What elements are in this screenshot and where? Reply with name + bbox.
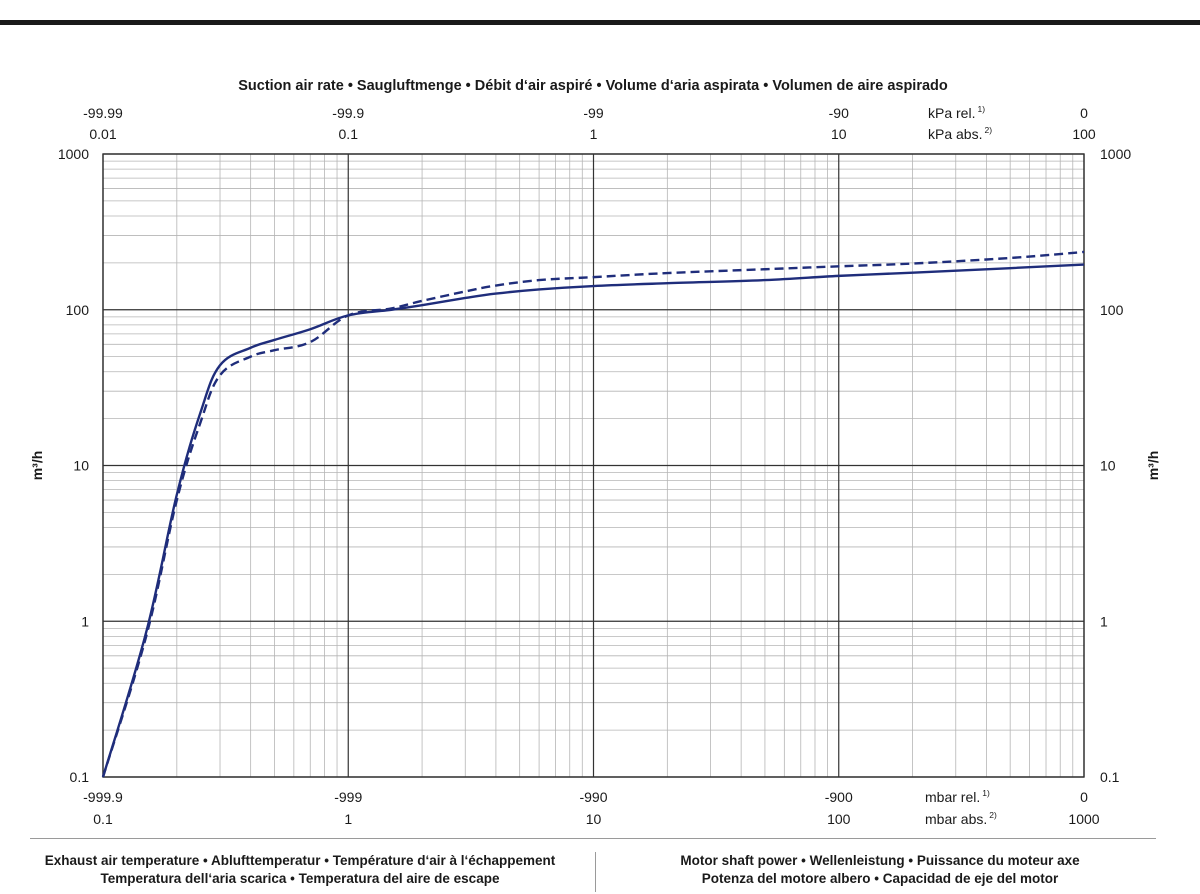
y-tick-label-right: 1000 [1100, 146, 1131, 162]
series-line-dashed [101, 250, 1085, 778]
plot-frame [102, 153, 1085, 778]
y-tick-label-left: 1000 [58, 146, 89, 162]
footer-left-line-1: Exhaust air temperature • Ablufttemperat… [44, 853, 556, 868]
top-abs-tick-label: 10 [831, 126, 847, 142]
bottom-abs-unit: mbar abs. 2) [925, 810, 997, 827]
bottom-abs-tick-label: 100 [827, 811, 851, 827]
top-rel-tick-label: 0 [1080, 105, 1088, 121]
y-tick-label-left: 100 [66, 302, 90, 318]
footer-right-line-1: Motor shaft power • Wellenleistung • Pui… [680, 853, 1080, 868]
bottom-rel-tick-label: 0 [1080, 789, 1088, 805]
bottom-abs-tick-label: 10 [586, 811, 602, 827]
top-rel-unit: kPa rel. 1) [928, 104, 985, 121]
curves [101, 250, 1085, 778]
y-axis-title-right: m³/h [1145, 451, 1161, 481]
exhaust-air-temperature-caption: Exhaust air temperature • Ablufttemperat… [20, 852, 580, 888]
chart-title: Suction air rate • Saugluftmenge • Débit… [238, 78, 948, 94]
bottom-rel-tick-label: -999.9 [83, 789, 123, 805]
bottom-abs-tick-label: 0.1 [93, 811, 113, 827]
top-rel-tick-label: -99 [583, 105, 603, 121]
top-abs-tick-label: 0.01 [89, 126, 116, 142]
top-rel-tick-label: -90 [829, 105, 849, 121]
y-axis-title-left: m³/h [29, 451, 45, 481]
y-tick-label-left: 1 [81, 613, 89, 629]
top-rel-tick-label: -99.9 [332, 105, 364, 121]
y-tick-label-right: 1 [1100, 613, 1108, 629]
top-abs-tick-label: 1 [590, 126, 598, 142]
bottom-rel-tick-label: -900 [825, 789, 853, 805]
series-line-solid [101, 263, 1085, 778]
footer-rule [30, 838, 1156, 839]
footer-separator [595, 852, 596, 892]
y-tick-label-left: 0.1 [70, 769, 90, 785]
top-abs-tick-label: 0.1 [339, 126, 359, 142]
bottom-abs-tick-label: 1000 [1068, 811, 1099, 827]
y-tick-label-left: 10 [73, 458, 89, 474]
bottom-rel-tick-label: -990 [579, 789, 607, 805]
y-tick-label-right: 0.1 [1100, 769, 1120, 785]
bottom-abs-tick-label: 1 [344, 811, 352, 827]
y-tick-label-right: 10 [1100, 458, 1116, 474]
footer-right-line-2: Potenza del motore albero • Capacidad de… [701, 871, 1059, 886]
bottom-rel-unit: mbar rel. 1) [925, 788, 990, 805]
top-abs-unit: kPa abs. 2) [928, 125, 992, 142]
bottom-rel-tick-label: -999 [334, 789, 362, 805]
top-abs-tick-label: 100 [1072, 126, 1096, 142]
motor-shaft-power-caption: Motor shaft power • Wellenleistung • Pui… [600, 852, 1160, 888]
y-tick-label-right: 100 [1100, 302, 1124, 318]
top-rule [0, 20, 1200, 25]
top-rel-tick-label: -99.99 [83, 105, 123, 121]
footer-left-line-2: Temperatura dell‘aria scarica • Temperat… [100, 871, 500, 886]
